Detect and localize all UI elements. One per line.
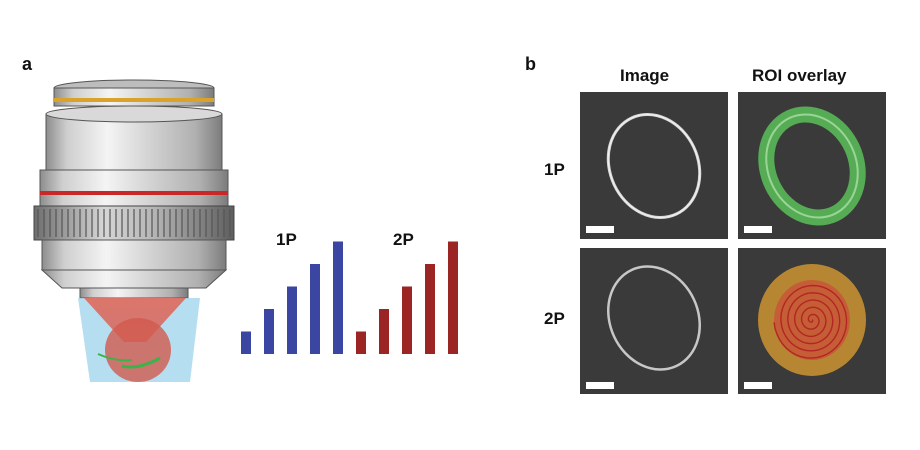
scale-bar	[586, 226, 614, 233]
panel-b-label: b	[525, 54, 536, 74]
column-header-image: Image	[620, 66, 670, 85]
scale-bar	[744, 226, 772, 233]
orange-ring	[54, 98, 214, 102]
bar-1p-3	[287, 286, 297, 354]
panel-a-label: a	[22, 54, 33, 74]
bar-group-label-1p: 1P	[276, 230, 297, 249]
bar-chart	[241, 241, 458, 354]
micrograph-1p-image	[580, 92, 728, 239]
bar-1p-2	[264, 309, 274, 354]
column-header-roi-overlay: ROI overlay	[752, 66, 847, 85]
row-label-2p: 2P	[544, 309, 565, 328]
bar-1p-4	[310, 264, 320, 354]
microscope-objective-icon	[33, 79, 235, 382]
red-ring	[40, 191, 228, 195]
bar-2p-5	[448, 241, 458, 354]
scale-bar	[744, 382, 772, 389]
bar-2p-1	[356, 331, 366, 354]
micrograph-1p-roi-overlay	[738, 92, 886, 239]
bar-2p-3	[402, 286, 412, 354]
bar-1p-5	[333, 241, 343, 354]
micrograph-2p-image	[580, 248, 728, 394]
bar-1p-1	[241, 331, 251, 354]
bar-group-label-2p: 2P	[393, 230, 414, 249]
micrograph-2p-roi-overlay	[738, 248, 886, 394]
scale-bar	[586, 382, 614, 389]
bar-2p-2	[379, 309, 389, 354]
row-label-1p: 1P	[544, 160, 565, 179]
bar-2p-4	[425, 264, 435, 354]
